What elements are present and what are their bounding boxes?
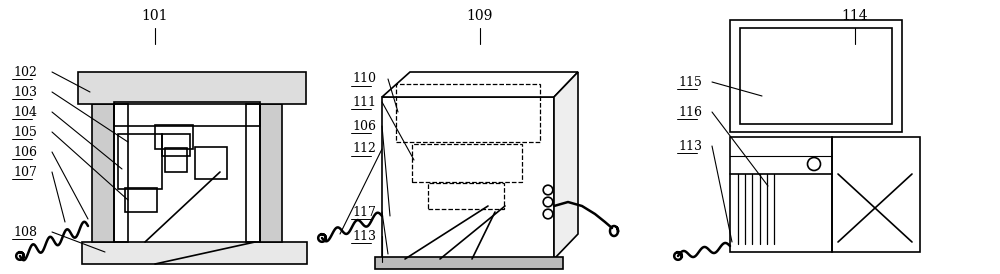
Bar	[832, 137, 920, 252]
Bar	[125, 188, 157, 212]
Bar	[260, 104, 282, 242]
Bar	[165, 148, 187, 172]
Bar	[92, 104, 114, 242]
Polygon shape	[554, 72, 578, 259]
Bar	[382, 97, 554, 259]
Text: 117: 117	[352, 206, 376, 218]
Bar	[114, 102, 260, 126]
Text: 103: 103	[13, 85, 37, 98]
Bar	[155, 125, 193, 149]
Text: 101: 101	[142, 9, 168, 23]
Text: 104: 104	[13, 105, 37, 118]
Bar	[740, 28, 892, 124]
Bar	[396, 84, 540, 142]
Text: 115: 115	[678, 76, 702, 89]
Text: 110: 110	[352, 73, 376, 85]
Text: 113: 113	[352, 230, 376, 242]
Text: 107: 107	[13, 165, 37, 178]
Bar	[412, 144, 522, 182]
Text: 106: 106	[13, 145, 37, 158]
Bar	[428, 183, 504, 209]
Text: 108: 108	[13, 226, 37, 238]
Text: 105: 105	[13, 125, 37, 138]
Bar	[118, 134, 162, 189]
Bar	[162, 134, 190, 156]
Bar	[730, 137, 832, 252]
Text: 112: 112	[352, 142, 376, 156]
Bar	[246, 104, 260, 242]
Bar	[114, 104, 128, 242]
Bar	[730, 20, 902, 132]
Text: 116: 116	[678, 105, 702, 118]
Bar	[78, 72, 306, 104]
Bar	[195, 147, 227, 179]
Text: 111: 111	[352, 96, 376, 109]
Text: 106: 106	[352, 119, 376, 133]
Text: 102: 102	[13, 65, 37, 78]
Text: 114: 114	[842, 9, 868, 23]
Polygon shape	[382, 72, 578, 97]
Bar	[375, 257, 563, 269]
Text: 113: 113	[678, 139, 702, 153]
Text: 109: 109	[467, 9, 493, 23]
Bar	[82, 242, 307, 264]
